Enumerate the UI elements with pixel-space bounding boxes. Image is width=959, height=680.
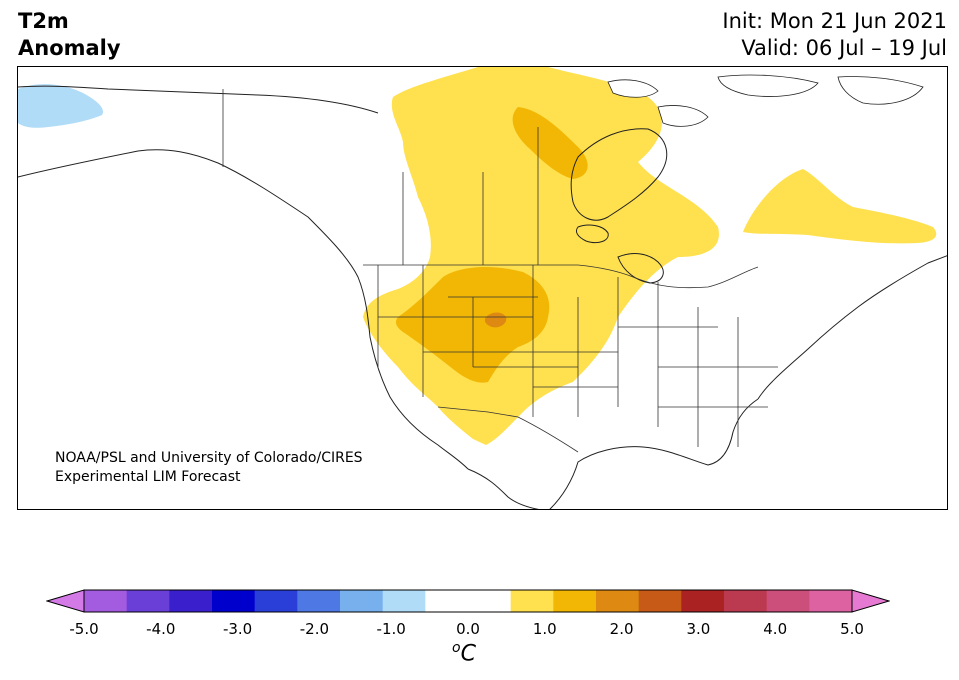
init-date: Init: Mon 21 Jun 2021 (722, 9, 947, 33)
colorbar-tick-label: -2.0 (299, 620, 330, 638)
colorbar-segment (382, 590, 426, 612)
valid-date: Valid: 06 Jul – 19 Jul (741, 36, 947, 60)
arctic-islands (607, 74, 924, 127)
colorbar-segment (510, 590, 554, 612)
colorbar-segment (681, 590, 725, 612)
colorbar-segment (212, 590, 256, 612)
map-title: T2m Anomaly (18, 8, 121, 62)
colorbar-segment (809, 590, 853, 612)
colorbar-segment (766, 590, 810, 612)
data-credit: NOAA/PSL and University of Colorado/CIRE… (55, 449, 363, 487)
colorbar-segment (84, 590, 128, 612)
colorbar-tick-label: -1.0 (376, 620, 406, 638)
coastlines (18, 85, 947, 509)
colorbar-tick-label: 2.0 (609, 620, 634, 638)
colorbar-tick-label: 3.0 (686, 620, 711, 638)
credit-line-1: NOAA/PSL and University of Colorado/CIRE… (55, 450, 363, 466)
colorbar-svg (45, 589, 891, 613)
political-borders (222, 89, 778, 453)
colorbar-max-arrow (851, 589, 891, 613)
colorbar-tick-label: -4.0 (146, 620, 176, 638)
anomaly-map (17, 66, 948, 510)
eastern-canada-warm-anomaly (743, 169, 937, 244)
colorbar-segment (724, 590, 768, 612)
colorbar-tick-label: 0.0 (456, 620, 480, 638)
colorbar-unit: oC (452, 640, 476, 667)
colorbar-segment (126, 590, 170, 612)
hudson-warm-core (512, 107, 588, 179)
colorbar-tick-label: 1.0 (532, 620, 557, 638)
map-svg (18, 67, 947, 509)
title-line-2: Anomaly (18, 36, 121, 60)
colorbar-segment (425, 590, 469, 612)
colorbar-tick-label: -5.0 (69, 620, 99, 638)
colorbar-segment (297, 590, 341, 612)
colorbar-segment (169, 590, 213, 612)
credit-line-2: Experimental LIM Forecast (55, 469, 241, 485)
colorado-orange-core (484, 312, 507, 328)
alaska-blue-anomaly (18, 84, 104, 128)
colorbar-segment (254, 590, 298, 612)
colorbar-segment (596, 590, 640, 612)
colorbar-segment (468, 590, 512, 612)
colorbar-min-arrow (45, 589, 85, 613)
forecast-dates: Init: Mon 21 Jun 2021 Valid: 06 Jul – 19… (722, 8, 947, 62)
colorbar-ticks: -5.0 -4.0 -3.0 -2.0 -1.0 0.0 1.0 2.0 3.0 4.0 5.0 (0, 620, 959, 640)
colorbar-tick-label: 5.0 (840, 620, 864, 638)
colorbar-tick-label: 4.0 (763, 620, 788, 638)
colorbar-tick-label: -3.0 (222, 620, 253, 638)
colorbar-border (83, 589, 853, 613)
unit-label: C (460, 641, 476, 667)
colorbar (45, 588, 891, 614)
colorbar-segment (340, 590, 384, 612)
colorbar-segment (638, 590, 682, 612)
colorbar-segment (553, 590, 597, 612)
title-line-1: T2m (18, 9, 69, 33)
